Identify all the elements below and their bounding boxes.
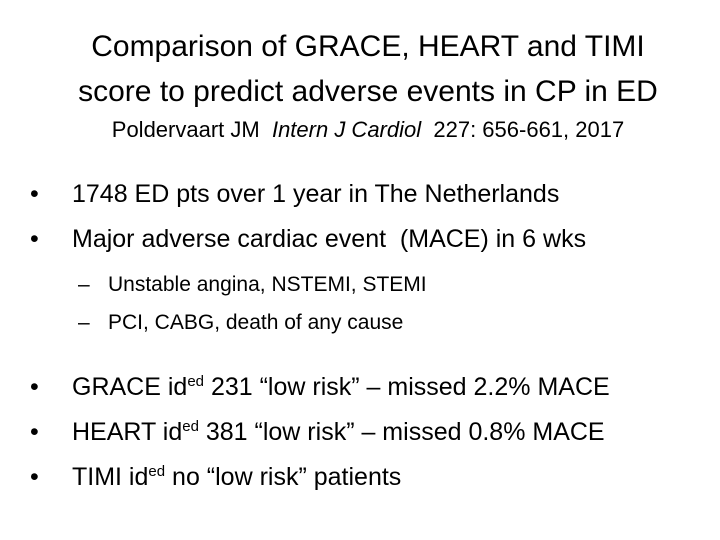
finding-text: HEART id xyxy=(72,418,183,446)
title-line: Comparison of GRACE, HEART and TIMI xyxy=(91,30,645,63)
sub-bullet: – PCI, CABG, death of any cause xyxy=(78,311,404,334)
finding-text: 381 “low risk” – missed 0.8% MACE xyxy=(198,418,605,446)
citation-journal: Intern J Cardiol xyxy=(271,117,422,142)
finding-text: TIMI id xyxy=(72,463,149,491)
finding: • HEART ided 381 “low risk” – missed 0.8%… xyxy=(30,418,605,446)
sub-bullet-text: Unstable angina, NSTEMI, STEMI xyxy=(108,273,427,296)
title-line: score to predict adverse events in CP in… xyxy=(78,75,658,108)
bullet-text: 1748 ED pts over 1 year in The Netherlan… xyxy=(72,180,560,208)
citation-author: Poldervaart JM xyxy=(111,117,260,142)
citation-details: 227: 656-661, 2017 xyxy=(433,117,625,142)
sub-bullet: – Unstable angina, NSTEMI, STEMI xyxy=(78,273,427,296)
bullet: • Major adverse cardiac event (MACE) in 6… xyxy=(30,225,587,253)
finding-sup: ed xyxy=(148,463,166,480)
bullet: • 1748 ED pts over 1 year in The Netherla… xyxy=(30,180,560,208)
finding-sup: ed xyxy=(182,418,199,435)
finding-sup: ed xyxy=(187,373,204,390)
sub-bullet-text: PCI, CABG, death of any cause xyxy=(108,311,404,334)
finding-text: 231 “low risk” – missed 2.2% MACE xyxy=(204,373,610,401)
finding: • TIMI ided no “low risk” patients xyxy=(30,463,402,491)
finding: • GRACE ided 231 “low risk” – missed 2.2%… xyxy=(30,373,610,401)
finding-text: no “low risk” patients xyxy=(165,463,402,491)
bullet-text: Major adverse cardiac event (MACE) in 6 … xyxy=(72,225,587,253)
citation: Poldervaart JM Intern J Cardiol 227: 656… xyxy=(0,119,720,141)
finding-text: GRACE id xyxy=(72,373,188,401)
